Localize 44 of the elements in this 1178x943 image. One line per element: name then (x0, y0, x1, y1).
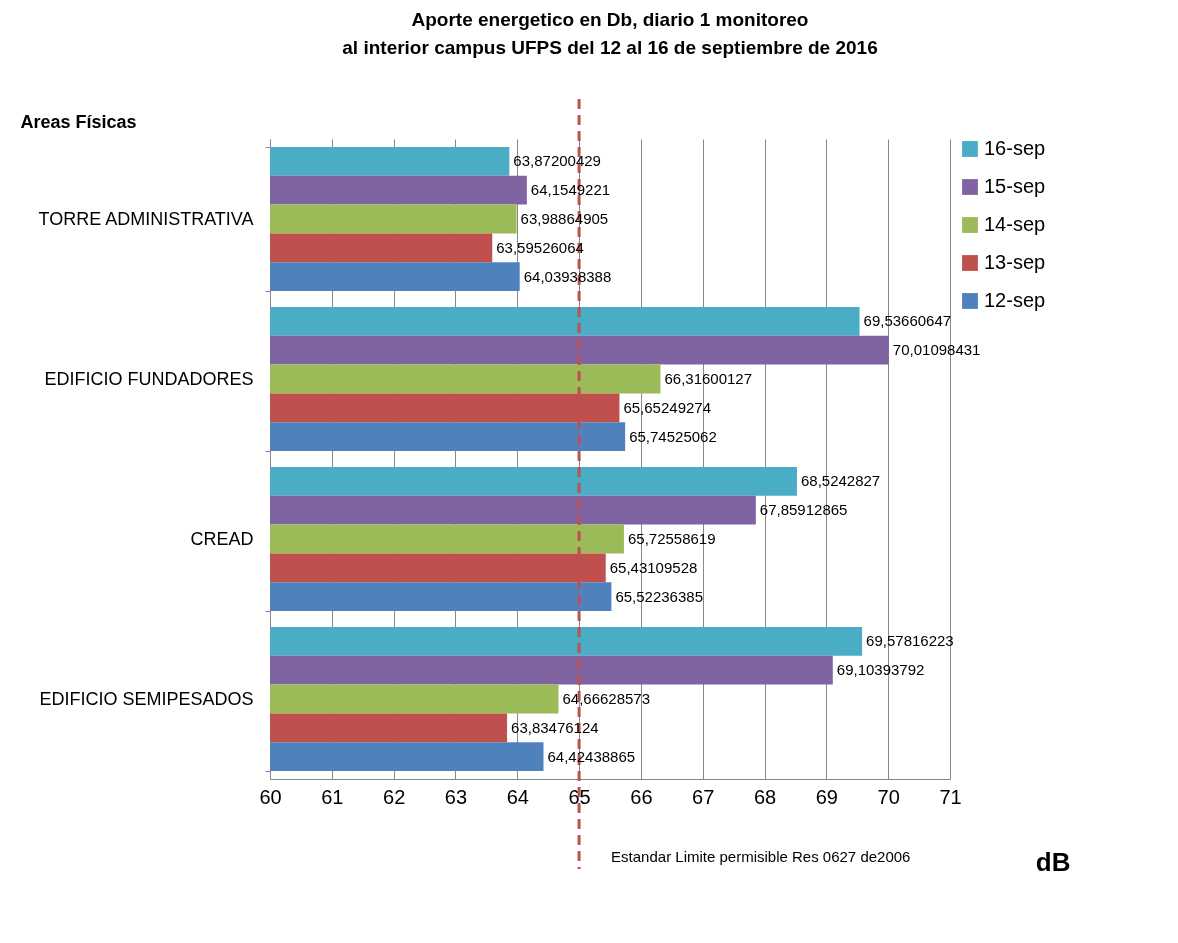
y-tick-label: EDIFICIO SEMIPESADOS (39, 688, 254, 709)
data-label: 63,87200429 (513, 152, 601, 170)
x-tick-label: 62 (383, 785, 406, 808)
data-label: 64,66628573 (562, 690, 651, 707)
data-label: 69,57816223 (866, 632, 954, 650)
data-label: 65,74525062 (629, 427, 717, 445)
x-tick-label: 69 (815, 785, 838, 808)
x-tick-label: 61 (321, 785, 344, 808)
y-axis-title: Areas Físicas (20, 111, 137, 132)
data-label: 65,52236385 (615, 587, 703, 605)
data-label: 68,5242827 (800, 472, 881, 490)
data-label: 69,53660647 (863, 312, 952, 330)
x-tick-label: 64 (506, 785, 529, 808)
data-label: 64,1549221 (530, 181, 611, 199)
data-label: 65,65249274 (623, 398, 712, 416)
legend-label: 16-sep (984, 137, 1046, 159)
x-tick-label: 60 (259, 785, 282, 808)
legend-label: 13-sep (984, 251, 1046, 273)
text: Aporte energetico en Db, diario 1 monitoreo (411, 8, 809, 30)
legend-label: 12-sep (984, 289, 1046, 311)
legend-label: 14-sep (984, 213, 1046, 235)
x-tick-label: 63 (444, 785, 468, 808)
x-tick-label: 68 (753, 785, 777, 808)
data-label: 67,85912865 (759, 501, 848, 519)
x-tick-label: 65 (568, 785, 591, 808)
ref-line-label: Estandar Limite permisible Res 0627 de2006 (611, 848, 911, 865)
data-label: 65,72558619 (627, 530, 716, 547)
data-label: 70,01098431 (892, 341, 981, 359)
text: al interior campus UFPS del 12 al 16 de septiembre de 2016 (342, 36, 878, 58)
legend-label: 15-sep (984, 175, 1046, 197)
x-tick-label: 70 (877, 785, 900, 808)
y-tick-label: EDIFICIO FUNDADORES (44, 368, 254, 389)
data-label: 65,43109528 (609, 558, 698, 576)
x-axis-title: dB (1035, 846, 1071, 877)
y-tick-label: TORRE ADMINISTRATIVA (38, 208, 254, 229)
data-label: 66,31600127 (664, 370, 753, 387)
data-label: 64,42438865 (547, 747, 636, 765)
data-label: 64,03938388 (523, 267, 612, 285)
data-label: 63,98864905 (520, 210, 609, 227)
x-tick-label: 71 (939, 785, 962, 808)
x-tick-label: 67 (692, 785, 715, 808)
x-tick-label: 66 (630, 785, 653, 808)
y-tick-label: CREAD (190, 528, 254, 549)
data-label: 69,10393792 (836, 661, 925, 679)
